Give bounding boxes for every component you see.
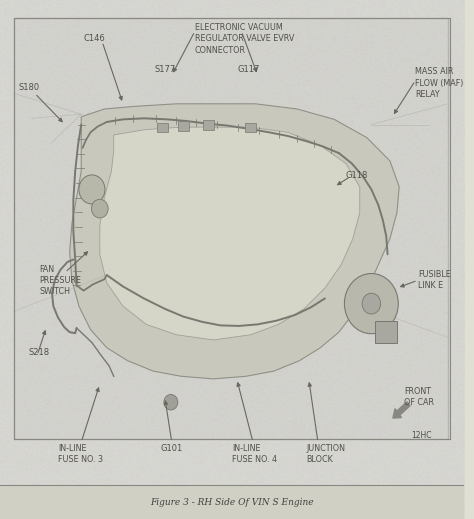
Text: S218: S218: [29, 348, 50, 357]
Text: S180: S180: [18, 83, 40, 92]
Text: G118: G118: [346, 171, 368, 180]
FancyBboxPatch shape: [14, 18, 448, 439]
Text: ELECTRONIC VACUUM
REGULATOR VALVE EVRV
CONNECTOR: ELECTRONIC VACUUM REGULATOR VALVE EVRV C…: [195, 23, 294, 54]
Text: MASS AIR
FLOW (MAF)
RELAY: MASS AIR FLOW (MAF) RELAY: [415, 67, 464, 99]
Text: C146: C146: [83, 34, 105, 43]
Bar: [375, 321, 397, 343]
Text: IN-LINE
FUSE NO. 4: IN-LINE FUSE NO. 4: [232, 444, 277, 464]
Text: FUSIBLE
LINK E: FUSIBLE LINK E: [418, 270, 450, 290]
Bar: [157, 123, 168, 132]
Text: S177: S177: [154, 65, 175, 74]
PathPatch shape: [100, 127, 360, 340]
Text: IN-LINE
FUSE NO. 3: IN-LINE FUSE NO. 3: [58, 444, 103, 464]
Text: FRONT
OF CAR: FRONT OF CAR: [404, 387, 434, 407]
Bar: [0, 485, 464, 519]
Text: G101: G101: [161, 444, 183, 453]
Text: FAN
PRESSURE
SWITCH: FAN PRESSURE SWITCH: [39, 265, 82, 296]
Text: JUNCTION
BLOCK: JUNCTION BLOCK: [306, 444, 346, 464]
Text: Figure 3 - RH Side Of VIN S Engine: Figure 3 - RH Side Of VIN S Engine: [150, 498, 314, 507]
Circle shape: [164, 394, 178, 410]
PathPatch shape: [70, 104, 399, 379]
Circle shape: [79, 175, 105, 204]
Bar: [178, 121, 189, 131]
Circle shape: [345, 274, 398, 334]
Text: 12HC: 12HC: [411, 431, 432, 440]
Circle shape: [91, 199, 108, 218]
FancyArrow shape: [393, 402, 410, 418]
Circle shape: [362, 293, 381, 314]
Text: G117: G117: [237, 65, 260, 74]
Bar: [245, 123, 256, 132]
Bar: [203, 120, 214, 130]
